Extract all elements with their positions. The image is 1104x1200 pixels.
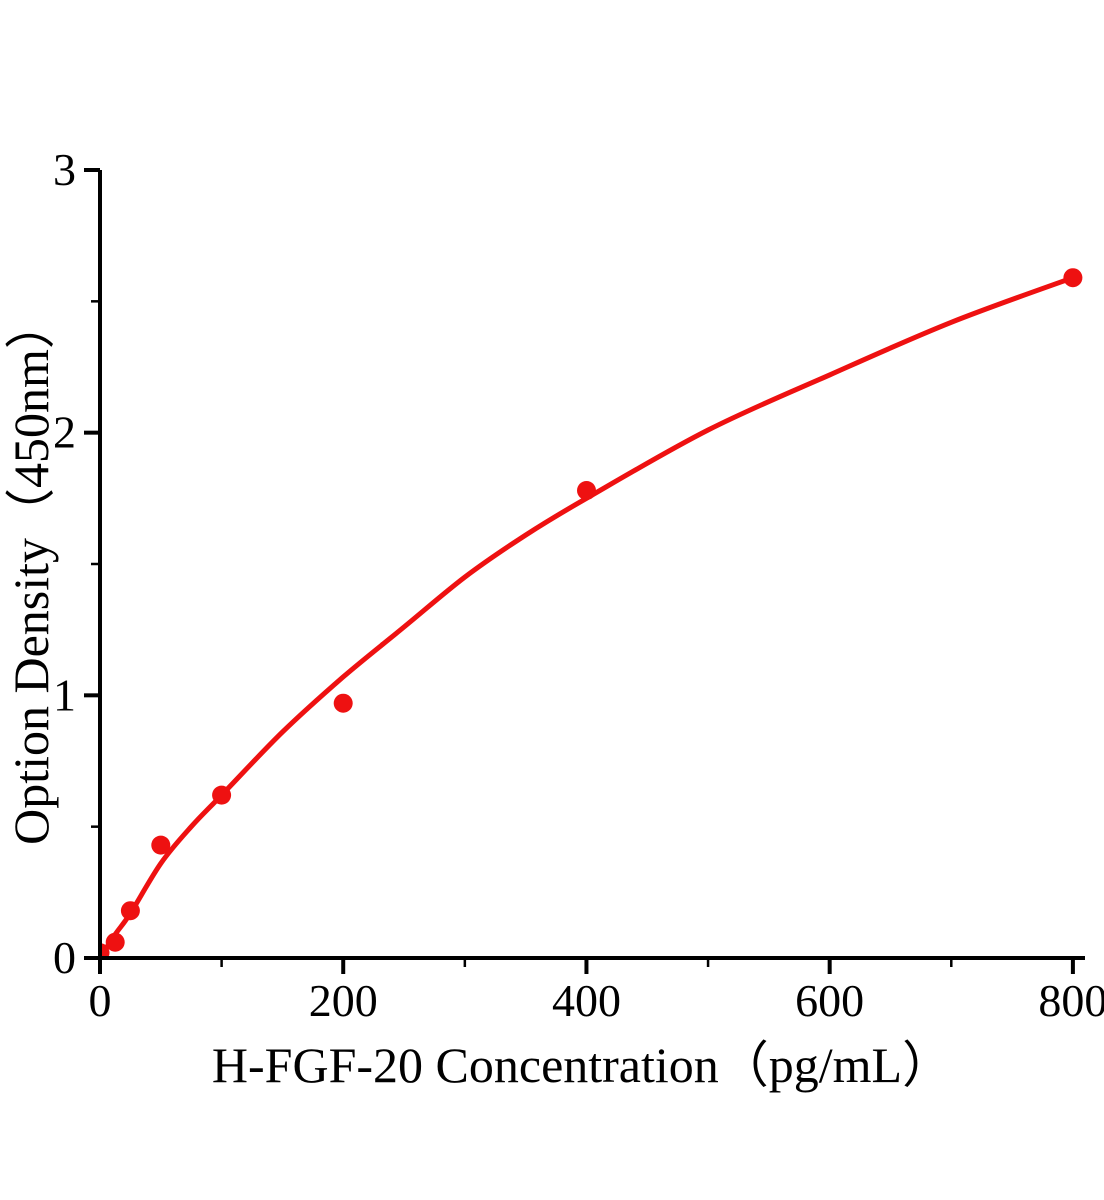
x-tick-label: 400 — [552, 975, 621, 1026]
y-tick-label: 2 — [53, 407, 76, 458]
x-tick-label: 200 — [309, 975, 378, 1026]
data-point — [151, 835, 171, 855]
data-point — [1063, 268, 1083, 288]
data-point — [105, 932, 125, 952]
x-tick-label: 600 — [795, 975, 864, 1026]
data-point — [212, 785, 232, 805]
data-point — [120, 901, 140, 921]
fit-curve — [100, 275, 1076, 958]
y-axis-title: Option Density（450nm） — [3, 299, 59, 845]
data-layer — [100, 268, 1083, 958]
x-tick-label: 800 — [1038, 975, 1104, 1026]
tick-labels: 0 200 400 600 800 0 1 2 3 — [53, 144, 1104, 1026]
data-point — [333, 693, 353, 713]
data-point — [577, 481, 596, 500]
y-tick-label: 0 — [53, 932, 76, 983]
y-tick-label: 3 — [53, 144, 76, 195]
x-axis-title: H-FGF-20 Concentration（pg/mL） — [212, 1037, 952, 1093]
y-tick-label: 1 — [53, 669, 76, 720]
axes-layer — [84, 168, 1085, 974]
x-tick-label: 0 — [89, 975, 112, 1026]
